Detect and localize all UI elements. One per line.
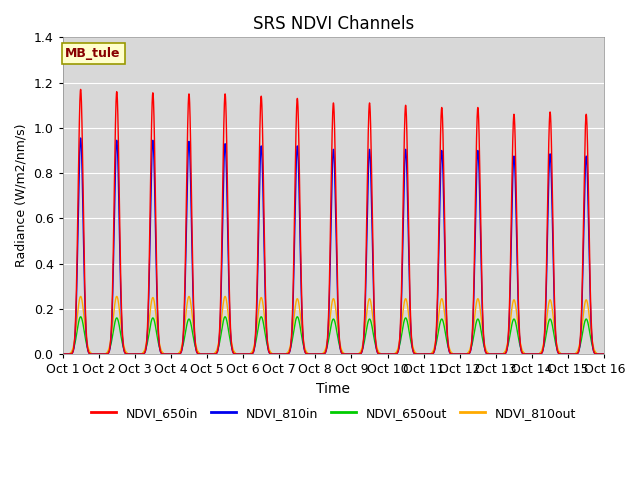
Line: NDVI_650in: NDVI_650in xyxy=(63,89,604,354)
NDVI_650out xyxy=(169,351,177,357)
NDVI_650in xyxy=(262,287,269,293)
Line: NDVI_810out: NDVI_810out xyxy=(63,297,604,354)
NDVI_810in xyxy=(175,351,182,357)
NDVI_650out xyxy=(59,351,67,357)
Line: NDVI_650out: NDVI_650out xyxy=(63,317,604,354)
NDVI_810in xyxy=(485,351,493,357)
NDVI_650in xyxy=(175,351,182,357)
NDVI_810in xyxy=(600,351,608,357)
NDVI_650out xyxy=(77,314,84,320)
NDVI_810out xyxy=(598,351,606,357)
NDVI_810in xyxy=(77,135,84,141)
NDVI_810in xyxy=(408,344,416,349)
Line: NDVI_810in: NDVI_810in xyxy=(63,138,604,354)
NDVI_810out xyxy=(169,351,177,357)
NDVI_650out xyxy=(408,344,416,350)
NDVI_810out xyxy=(175,350,182,356)
Title: SRS NDVI Channels: SRS NDVI Channels xyxy=(253,15,414,33)
NDVI_810out xyxy=(262,323,269,328)
NDVI_810in xyxy=(59,351,67,357)
NDVI_650out xyxy=(600,351,608,357)
Legend: NDVI_650in, NDVI_810in, NDVI_650out, NDVI_810out: NDVI_650in, NDVI_810in, NDVI_650out, NDV… xyxy=(86,402,581,424)
X-axis label: Time: Time xyxy=(316,382,351,396)
NDVI_810out xyxy=(77,294,84,300)
NDVI_650in xyxy=(598,351,606,357)
NDVI_650in xyxy=(169,351,177,357)
NDVI_650out xyxy=(262,332,269,338)
NDVI_650in xyxy=(59,351,67,357)
NDVI_810out xyxy=(600,351,608,357)
NDVI_650out xyxy=(598,351,606,357)
NDVI_650out xyxy=(175,351,182,357)
NDVI_810out xyxy=(485,351,493,357)
Y-axis label: Radiance (W/m2/nm/s): Radiance (W/m2/nm/s) xyxy=(15,124,28,267)
NDVI_810in xyxy=(598,351,606,357)
Text: MB_tule: MB_tule xyxy=(65,47,121,60)
NDVI_810out xyxy=(59,351,67,357)
NDVI_650in xyxy=(485,351,493,357)
NDVI_810out xyxy=(408,340,416,346)
NDVI_810in xyxy=(262,300,269,305)
NDVI_650out xyxy=(485,351,493,357)
NDVI_650in xyxy=(600,351,608,357)
NDVI_650in xyxy=(408,342,416,348)
NDVI_650in xyxy=(77,86,84,92)
NDVI_810in xyxy=(169,351,177,357)
